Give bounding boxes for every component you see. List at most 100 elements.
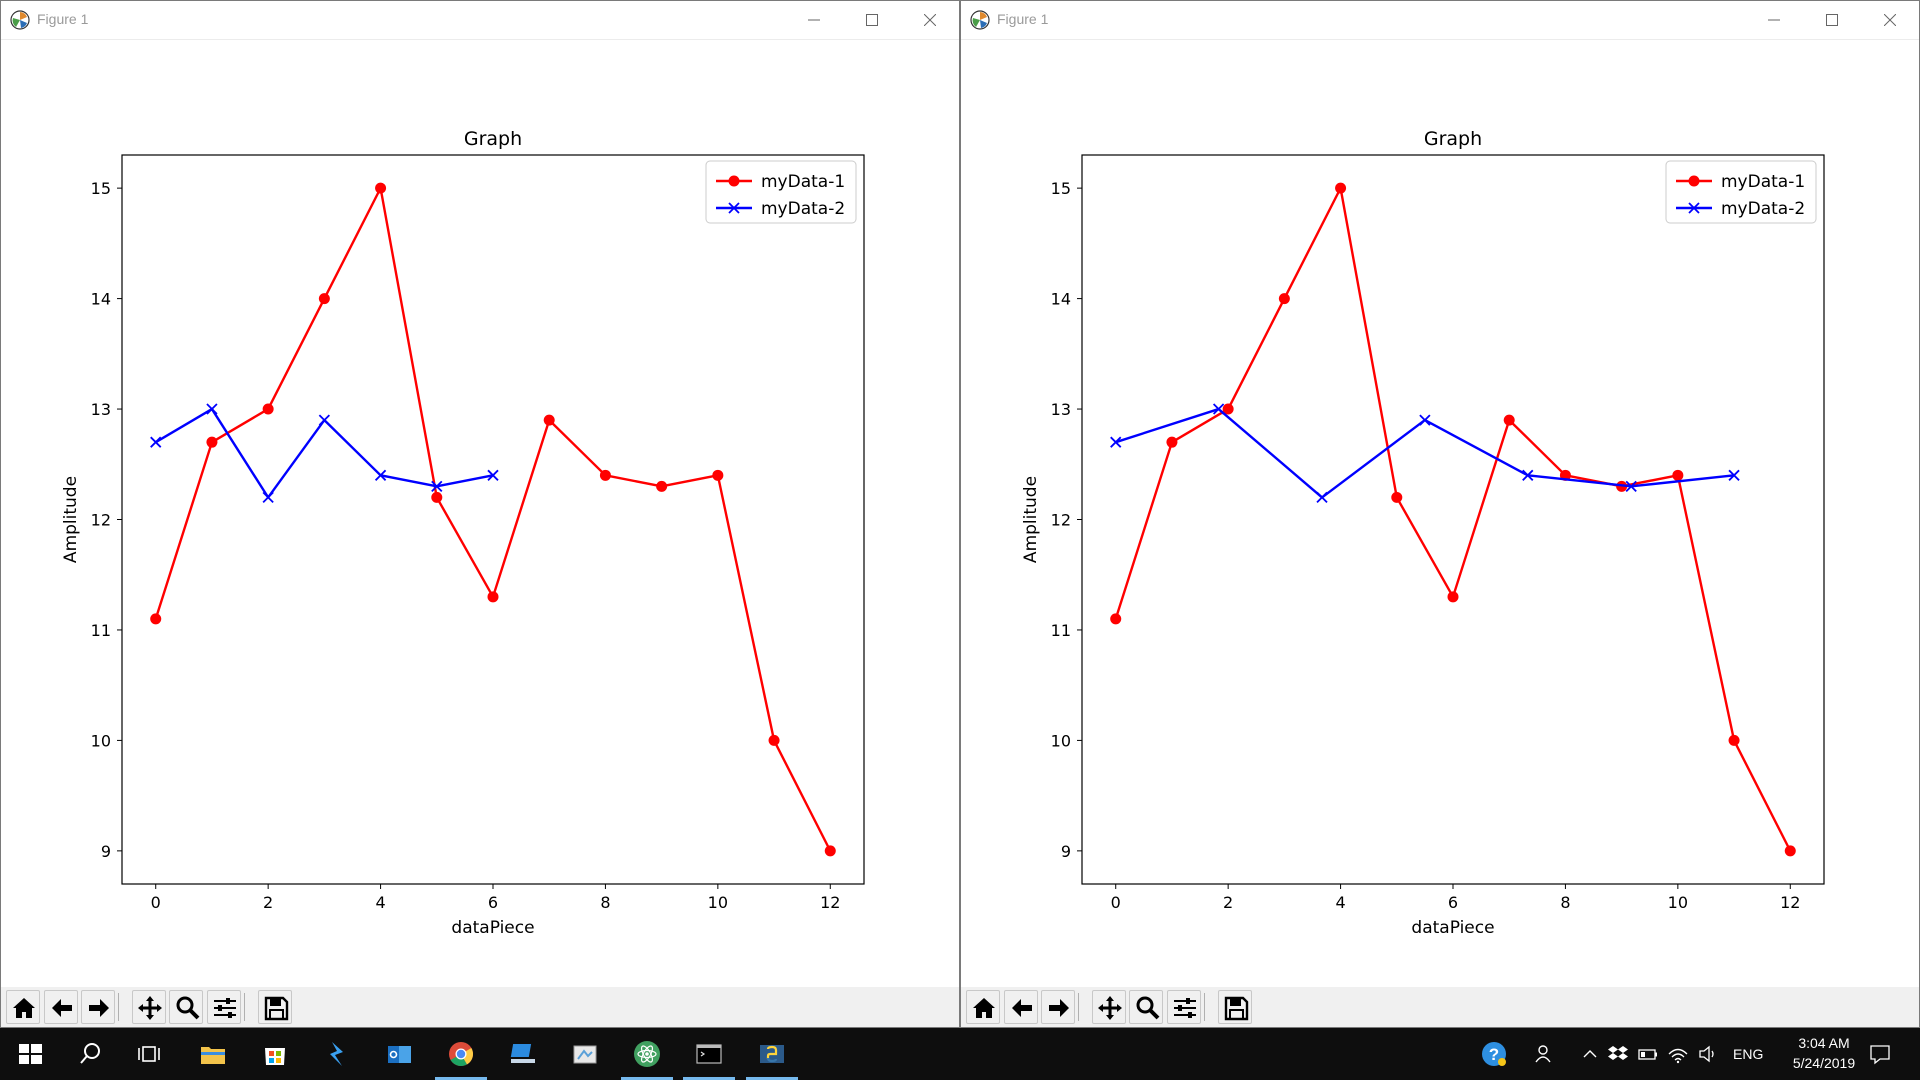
data-point (206, 403, 218, 415)
atom-icon (634, 1041, 660, 1067)
y-tick-label: 14 (1051, 290, 1071, 309)
toolbar-separator (1078, 993, 1079, 1021)
taskbar-python[interactable] (742, 1028, 802, 1080)
maximize-button[interactable] (1803, 1, 1861, 39)
close-icon (1884, 14, 1896, 26)
zoom-button[interactable] (169, 990, 203, 1024)
close-button[interactable] (901, 1, 959, 39)
outlook-icon (388, 1046, 411, 1063)
configure-subplots-button[interactable] (207, 990, 241, 1024)
pan-button[interactable] (132, 990, 166, 1024)
dropbox-icon[interactable] (1606, 1042, 1630, 1066)
notifications-icon[interactable] (1868, 1042, 1892, 1066)
start-button[interactable] (0, 1028, 60, 1080)
x-marker-stroke (1212, 403, 1225, 415)
remote-desktop-icon (510, 1044, 535, 1063)
taskbar-chrome[interactable] (431, 1028, 491, 1080)
x-marker-stroke (1316, 491, 1328, 504)
y-tick-label: 13 (91, 400, 111, 419)
maximize-icon (1826, 14, 1838, 26)
x-tick-label: 4 (1335, 893, 1345, 912)
data-point (1728, 734, 1740, 746)
chart-title: Graph (1424, 128, 1482, 150)
taskbar-outlook[interactable] (369, 1028, 429, 1080)
title-bar[interactable]: Figure 1 (961, 1, 1919, 40)
taskbar-store[interactable] (245, 1028, 305, 1080)
taskbar-terminal[interactable] (679, 1028, 739, 1080)
back-button[interactable] (1004, 990, 1038, 1024)
close-button[interactable] (1861, 1, 1919, 39)
legend-label: myData-1 (761, 172, 845, 192)
help-icon[interactable]: ? (1480, 1040, 1508, 1068)
taskbar: ? ENG 3:04 AM 5/24/2019 (0, 1028, 1920, 1080)
taskbar-paint[interactable] (555, 1028, 615, 1080)
x-marker-stroke (1419, 414, 1431, 426)
legend-label: myData-1 (1721, 172, 1805, 192)
data-point (1110, 436, 1122, 448)
taskbar-remote-desktop[interactable] (493, 1028, 553, 1080)
volume-icon[interactable] (1696, 1042, 1720, 1066)
zoom-icon (176, 996, 200, 1020)
title-bar[interactable]: Figure 1 (1, 1, 959, 40)
people-icon[interactable] (1533, 1042, 1557, 1066)
data-point (1672, 469, 1684, 481)
x-tick-label: 2 (263, 893, 273, 912)
save-button[interactable] (1218, 990, 1252, 1024)
language-indicator[interactable]: ENG (1733, 1046, 1764, 1062)
task-view-button[interactable] (120, 1028, 180, 1080)
forward-button[interactable] (81, 990, 115, 1024)
window-title: Figure 1 (997, 11, 1049, 27)
x-marker-stroke (1625, 480, 1637, 493)
taskbar-atom[interactable] (617, 1028, 677, 1080)
figure-window-left[interactable]: Figure 1 Graph 0 2 4 6 8 10 12 9 10 11 12 13 14 15 data… (0, 0, 960, 1028)
x-tick-label: 8 (1560, 893, 1570, 912)
home-button[interactable] (6, 990, 40, 1024)
y-axis-label: Amplitude (1021, 476, 1041, 563)
data-point (318, 293, 330, 305)
wifi-icon[interactable] (1666, 1042, 1690, 1066)
data-point (431, 491, 443, 503)
data-point (318, 414, 331, 426)
navigation-toolbar (1, 987, 959, 1027)
minimize-button[interactable] (1745, 1, 1803, 39)
back-button[interactable] (44, 990, 78, 1024)
save-icon (264, 996, 289, 1021)
minimize-icon (1768, 19, 1780, 21)
y-axis-label: Amplitude (61, 476, 81, 563)
data-point (656, 480, 668, 492)
data-point (206, 436, 218, 448)
x-marker-stroke (318, 414, 331, 426)
maximize-button[interactable] (843, 1, 901, 39)
back-arrow-icon (52, 999, 72, 1017)
search-button[interactable] (60, 1028, 120, 1080)
pan-button[interactable] (1092, 990, 1126, 1024)
taskbar-visual-studio[interactable] (307, 1028, 367, 1080)
home-icon (13, 998, 35, 1018)
back-arrow-icon (1012, 999, 1032, 1017)
battery-icon[interactable] (1636, 1042, 1660, 1066)
legend: myData-1 myData-2 (705, 160, 857, 224)
y-tick-label: 10 (1051, 731, 1071, 750)
clock[interactable]: 3:04 AM 5/24/2019 (1770, 1033, 1878, 1075)
forward-button[interactable] (1041, 990, 1075, 1024)
terminal-icon (696, 1044, 722, 1064)
figure-window-right[interactable]: Figure 1 Graph 0 2 4 6 8 10 12 9 10 11 12 13 14 15 data… (960, 0, 1920, 1028)
configure-subplots-button[interactable] (1167, 990, 1201, 1024)
save-button[interactable] (258, 990, 292, 1024)
y-tick-label: 11 (1051, 621, 1071, 640)
y-tick-label: 15 (91, 179, 111, 198)
data-point (1335, 182, 1347, 194)
home-button[interactable] (966, 990, 1000, 1024)
toolbar-separator (1204, 993, 1205, 1021)
minimize-icon (808, 19, 820, 21)
taskbar-file-explorer[interactable] (183, 1028, 243, 1080)
chart-canvas[interactable]: Graph 0 2 4 6 8 10 12 9 10 11 12 13 14 15 dataPiece Ampl… (961, 39, 1919, 987)
chevron-up-icon[interactable] (1578, 1042, 1602, 1066)
chart-canvas[interactable]: Graph 0 2 4 6 8 10 12 9 10 11 12 13 14 15 dataPiece Ampl… (1, 39, 959, 987)
data-point (1625, 480, 1637, 493)
minimize-button[interactable] (785, 1, 843, 39)
start-icon (19, 1044, 42, 1064)
legend-marker (1688, 175, 1700, 187)
zoom-button[interactable] (1129, 990, 1163, 1024)
search-icon (80, 1043, 100, 1064)
